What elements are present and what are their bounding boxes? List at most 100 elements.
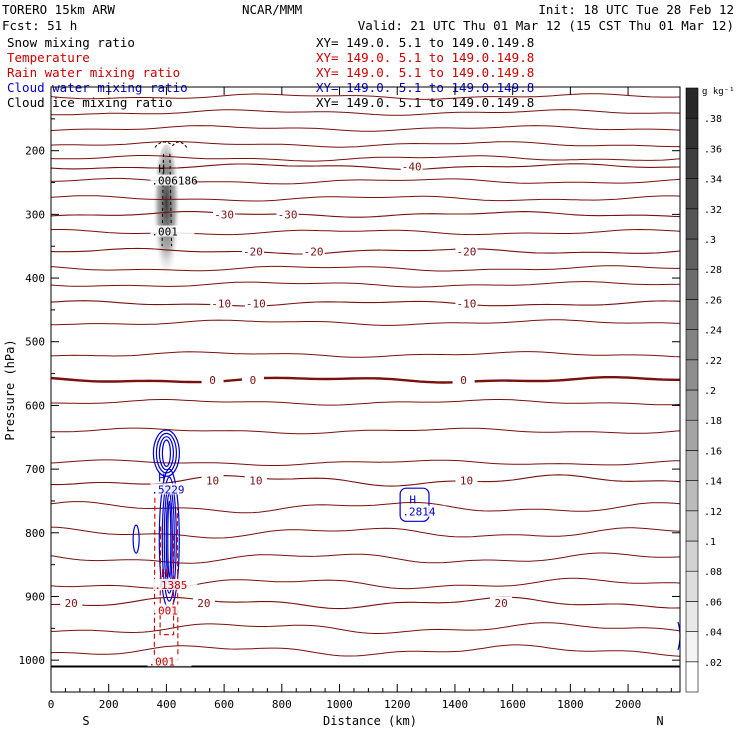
colorbar-tick-label: .12 bbox=[704, 507, 722, 518]
colorbar-tick-label: .22 bbox=[704, 356, 722, 367]
plot-frame bbox=[50, 86, 681, 693]
x-tick-label: 1200 bbox=[384, 698, 411, 711]
legend-label: Snow mixing ratio bbox=[7, 35, 135, 50]
isotherm-line bbox=[50, 577, 681, 590]
direction-north: N bbox=[656, 714, 663, 728]
colorbar-swatch bbox=[685, 510, 699, 542]
isotherm-labeled-line bbox=[51, 474, 681, 487]
direction-south: S bbox=[82, 714, 89, 728]
isotherm-line bbox=[50, 141, 680, 148]
legend-label: Temperature bbox=[7, 50, 90, 65]
rain-contour-label-value: .001 bbox=[151, 604, 178, 617]
isotherm-label-bg bbox=[244, 297, 267, 309]
isotherm-line bbox=[50, 125, 681, 132]
colorbar-swatch bbox=[685, 570, 699, 602]
isotherm-label: 0 bbox=[460, 374, 467, 387]
legend-xy: XY= 149.0. 5.1 to 149.0.149.8 bbox=[316, 95, 534, 110]
isotherm-label-bg bbox=[241, 245, 264, 257]
x-tick-label: 1400 bbox=[442, 698, 469, 711]
colorbar-swatch bbox=[685, 268, 699, 300]
colorbar-tick-label: .1 bbox=[704, 537, 716, 548]
isotherm-line bbox=[50, 644, 681, 657]
snow-max-marker: H bbox=[158, 163, 165, 176]
colorbar-tick-label: .26 bbox=[704, 295, 722, 306]
cloud-ice-value: .001 bbox=[151, 225, 178, 238]
colorbar-swatch bbox=[685, 87, 699, 119]
legend-label: Rain water mixing ratio bbox=[7, 65, 180, 80]
colorbar-swatch bbox=[685, 601, 699, 632]
colorbar-swatch bbox=[685, 419, 699, 451]
colorbar-swatch bbox=[685, 178, 699, 210]
isotherm-line bbox=[50, 109, 681, 116]
colorbar-swatch bbox=[685, 208, 699, 240]
isotherm-label: 20 bbox=[197, 597, 210, 610]
isotherm-label: -10 bbox=[211, 298, 231, 311]
colorbar-swatch bbox=[685, 299, 699, 330]
isotherm-label-bg bbox=[244, 474, 267, 486]
isotherm-line bbox=[50, 501, 681, 514]
cloud-water-max-bg bbox=[401, 505, 446, 517]
colorbar-swatch bbox=[685, 480, 699, 512]
x-tick-label: 200 bbox=[99, 698, 119, 711]
x-axis-title: Distance (km) bbox=[323, 714, 417, 728]
colorbar-swatch bbox=[685, 540, 699, 572]
y-tick-label: 500 bbox=[25, 336, 45, 349]
colorbar-tick-label: .34 bbox=[704, 175, 722, 186]
legend-xy: XY= 149.0. 5.1 to 149.0.149.8 bbox=[316, 35, 534, 50]
isotherm-label: 10 bbox=[249, 475, 262, 488]
isotherm-line bbox=[50, 351, 681, 358]
cloud-water-contour bbox=[399, 487, 430, 522]
legend-xy: XY= 149.0. 5.1 to 149.0.149.8 bbox=[316, 65, 534, 80]
colorbar: .02 .04 .06 .08 .1 .12 .14 .16 .18 .2 .22 .24 .26 .28… bbox=[685, 87, 735, 693]
colorbar-swatch bbox=[685, 359, 699, 391]
rain-max-bg bbox=[153, 578, 198, 590]
legend-xy: XY= 149.0. 5.1 to 149.0.149.8 bbox=[316, 50, 534, 65]
y-tick-label: 800 bbox=[25, 527, 45, 540]
rain-contour-label-value: .001 bbox=[149, 655, 176, 668]
x-tick-label: 2000 bbox=[615, 698, 642, 711]
isotherm-label-bg bbox=[210, 297, 233, 309]
y-tick-label: 700 bbox=[25, 463, 45, 476]
isotherm-label-bg bbox=[201, 474, 224, 486]
isotherm-label: 0 bbox=[250, 374, 257, 387]
isotherm-label-bg bbox=[201, 373, 224, 385]
cloud-water-max-value: .5229 bbox=[151, 483, 184, 496]
rain-max-marker: H bbox=[161, 567, 168, 580]
snow-max-bg bbox=[150, 174, 195, 186]
isotherm-line bbox=[50, 622, 681, 634]
x-tick-label: 800 bbox=[272, 698, 292, 711]
colorbar-swatch bbox=[685, 329, 699, 361]
isotherm-label: 0 bbox=[209, 374, 216, 387]
colorbar-tick-label: .18 bbox=[704, 416, 722, 427]
y-tick-label: 900 bbox=[25, 590, 45, 603]
cloud-water-max-marker: H bbox=[158, 471, 165, 484]
isotherm-label-bg bbox=[302, 245, 325, 257]
colorbar-tick-label: .02 bbox=[704, 658, 722, 669]
cloud-ice-contour bbox=[154, 141, 188, 148]
isotherm-label-bg bbox=[213, 208, 236, 220]
fcst-label: Fcst: 51 h bbox=[2, 18, 77, 33]
isotherm-line bbox=[50, 281, 681, 288]
y-tick-label: 400 bbox=[25, 272, 45, 285]
colorbar-tick-label: .24 bbox=[704, 326, 722, 337]
colorbar-unit: g kg⁻¹ bbox=[702, 87, 735, 97]
y-axis-title: Pressure (hPa) bbox=[3, 339, 17, 440]
colorbar-swatch bbox=[685, 238, 699, 270]
isotherm-line bbox=[51, 399, 681, 406]
isotherm-line bbox=[50, 459, 681, 466]
cloud-water-contour bbox=[158, 436, 175, 471]
isotherm-labeled-line bbox=[50, 300, 681, 307]
isotherm-label-bg bbox=[241, 373, 264, 385]
cloud-water-contour bbox=[167, 500, 172, 578]
isotherm-line bbox=[50, 552, 681, 564]
isotherm-label: 20 bbox=[494, 597, 507, 610]
init-label: Init: 18 UTC Tue 28 Feb 12 bbox=[538, 2, 734, 17]
x-tick-label: 1600 bbox=[499, 698, 526, 711]
colorbar-tick-label: .36 bbox=[704, 144, 722, 155]
colorbar-swatch bbox=[685, 117, 699, 149]
colorbar-swatch bbox=[685, 631, 699, 663]
cloud-water-max-value: .2814 bbox=[402, 506, 435, 519]
x-tick-label: 400 bbox=[156, 698, 176, 711]
